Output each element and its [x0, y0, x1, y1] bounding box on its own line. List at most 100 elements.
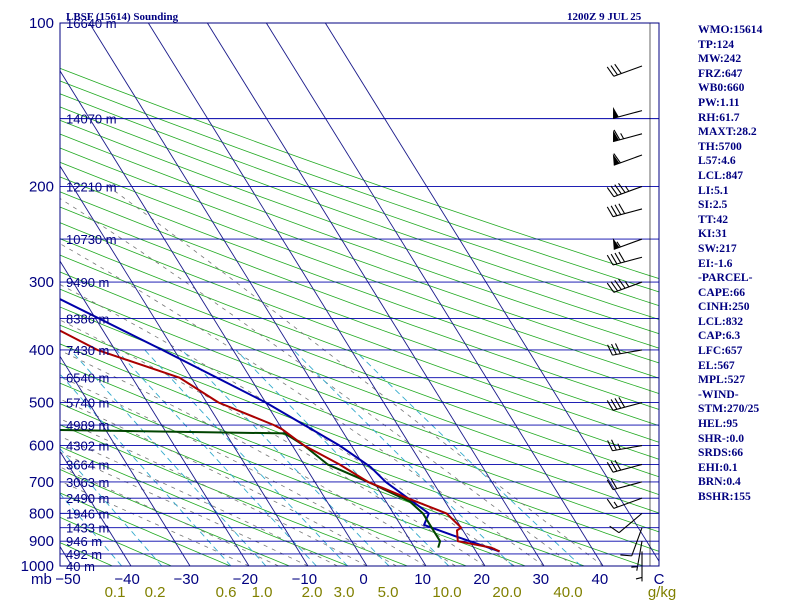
- temperature-tick-label: 30: [532, 571, 549, 588]
- index-item: WMO:15614: [698, 23, 763, 36]
- barb-pennant: [613, 130, 619, 142]
- mixing-ratio-tick-label: 0.6: [216, 584, 237, 600]
- mixing-ratio-tick-label: 1.0: [252, 584, 273, 600]
- barb-flag: [614, 63, 622, 74]
- barb-flag: [613, 153, 621, 164]
- dry-adiabat: [60, 324, 659, 552]
- barb-flag: [620, 554, 632, 557]
- dry-adiabat: [60, 468, 291, 566]
- barb-flag: [610, 399, 618, 410]
- barb-half-flag: [613, 501, 619, 508]
- height-label: 8386 m: [66, 311, 109, 326]
- parcel-trace: [60, 297, 500, 553]
- temperature-tick-label: 20: [473, 571, 490, 588]
- index-item: -WIND-: [698, 387, 739, 401]
- index-item: HEL:95: [698, 417, 738, 431]
- temperature-tick-label: 0: [359, 571, 367, 588]
- index-item: LFC:657: [698, 344, 743, 358]
- wind-barb: [606, 63, 643, 77]
- temperature-tick-label: 40: [592, 571, 609, 588]
- dry-adiabat: [60, 93, 659, 307]
- chart-title: LBSF (15614) Sounding: [66, 11, 179, 23]
- dry-adiabat: [60, 254, 659, 478]
- pressure-tick-label: 700: [29, 474, 54, 491]
- moist-adiabat: [60, 480, 250, 566]
- barb-shaft: [612, 444, 643, 452]
- wind-barb: [620, 527, 643, 557]
- barb-flag: [606, 479, 614, 490]
- mixing-ratio-tick-label: 0.1: [105, 584, 126, 600]
- index-item: SRDS:66: [698, 446, 744, 460]
- dry-adiabat: [60, 106, 659, 320]
- dry-adiabat: [60, 362, 586, 566]
- barb-flag: [614, 252, 622, 264]
- barb-flag: [606, 66, 615, 77]
- wind-barb: [606, 397, 643, 411]
- index-item: -PARCEL-: [698, 271, 753, 285]
- barb-half-flag: [617, 443, 621, 450]
- dry-adiabat: [60, 424, 409, 566]
- barb-flag: [618, 182, 626, 193]
- barb-flag: [614, 343, 621, 354]
- dry-adiabat: [60, 206, 659, 427]
- barb-flag: [606, 462, 614, 473]
- barb-flag: [606, 498, 615, 509]
- barb-flag: [618, 251, 626, 263]
- barb-pennant: [612, 153, 620, 166]
- barb-flag: [606, 400, 614, 411]
- wind-barb: [607, 343, 643, 356]
- dry-adiabat: [60, 147, 659, 364]
- dry-adiabat: [60, 222, 659, 443]
- height-label: 3063 m: [66, 475, 109, 490]
- barb-shaft: [612, 208, 643, 218]
- moist-adiabat: [108, 186, 604, 566]
- isotherm: [147, 23, 486, 566]
- barb-shaft: [613, 238, 643, 250]
- barb-flag: [611, 343, 617, 355]
- index-item: L57:4.6: [698, 154, 736, 168]
- temperature-tick-label: −30: [173, 571, 198, 588]
- height-label: 7430 m: [66, 343, 109, 358]
- plot-frame: [59, 22, 660, 567]
- barb-shaft: [612, 256, 643, 266]
- index-panel: WMO:15614 TP:124 MW:242 FRZ:647 WB0:660 PW:1.…: [698, 23, 798, 505]
- wind-barb: [606, 497, 643, 509]
- height-label: 6540 m: [66, 371, 109, 386]
- barb-half-flag: [635, 576, 643, 580]
- moist-adiabat: [60, 466, 279, 566]
- temperature-tick-label: −10: [292, 571, 317, 588]
- chart-time: 1200Z 9 JUL 25: [567, 11, 642, 23]
- index-item: TT:42: [698, 212, 729, 226]
- index-item: FRZ:647: [698, 66, 743, 80]
- index-item: LCL:832: [698, 314, 744, 328]
- pressure-tick-label: 200: [29, 178, 54, 195]
- barb-flag: [610, 65, 619, 76]
- mixing-ratio-tick-label: 0.2: [145, 584, 166, 600]
- wind-barb: [606, 459, 643, 473]
- height-label: 946 m: [66, 534, 102, 549]
- height-label: 5740 m: [66, 396, 109, 411]
- index-item: SHR-:0.0: [698, 431, 745, 445]
- index-item: MAXT:28.2: [698, 125, 757, 139]
- barb-shaft: [612, 349, 643, 356]
- mixing-ratio-tick-label: 5.0: [378, 584, 399, 600]
- barb-shaft: [612, 402, 643, 411]
- index-item: EHI:0.1: [698, 460, 738, 474]
- wind-barb: [612, 237, 643, 250]
- height-label: 1946 m: [66, 506, 109, 521]
- barb-flag: [610, 281, 619, 292]
- temperature-tick-label: C: [654, 571, 665, 588]
- barb-shaft: [613, 497, 643, 509]
- wind-barb: [612, 106, 643, 119]
- barb-flag: [610, 185, 619, 196]
- barb-half-flag: [624, 281, 630, 288]
- moist-adiabat: [60, 350, 456, 566]
- temperature-tick-label: −50: [55, 571, 80, 588]
- index-item: EL:567: [698, 358, 735, 372]
- index-item: CINH:250: [698, 300, 750, 314]
- barb-shaft: [612, 481, 643, 491]
- dry-adiabat: [60, 271, 659, 496]
- index-item: STM:270/25: [698, 402, 760, 416]
- barb-shaft: [618, 512, 643, 534]
- dry-adiabat: [60, 161, 659, 379]
